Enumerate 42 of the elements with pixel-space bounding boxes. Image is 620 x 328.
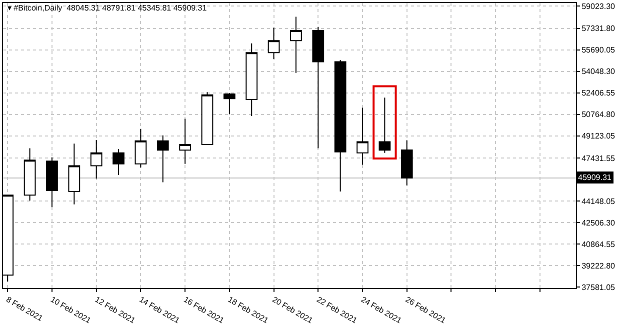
x-tick-label: 8 Feb 2021	[4, 295, 45, 324]
x-tick-label: 24 Feb 2021	[360, 295, 404, 326]
y-tick-label: 49123.05	[582, 132, 616, 141]
candlestick	[378, 97, 391, 154]
y-tick-label: 47431.55	[582, 154, 616, 163]
y-tick-label: 40864.55	[582, 240, 616, 249]
x-tick-label: 14 Feb 2021	[138, 295, 182, 326]
candlestick	[268, 27, 280, 60]
y-tick-label: 52406.55	[582, 88, 616, 98]
chart-title: ▾ #Bitcoin,Daily 48045.31 48791.81 45345.81 45909.31	[7, 4, 208, 13]
candlestick	[356, 107, 368, 166]
x-tick-label: 16 Feb 2021	[182, 295, 226, 326]
x-tick-label: 18 Feb 2021	[226, 295, 270, 326]
x-tick-label: 26 Feb 2021	[404, 295, 448, 326]
candlestick	[112, 148, 124, 176]
candlestick	[400, 140, 413, 186]
y-tick-label: 42506.30	[582, 218, 616, 228]
y-tick-label: 57331.80	[582, 24, 616, 34]
y-tick-label: 39222.80	[582, 261, 616, 270]
candlestick	[46, 156, 58, 208]
candlestick	[201, 92, 214, 146]
candlestick	[246, 42, 258, 117]
x-tick-label: 12 Feb 2021	[93, 295, 138, 326]
candlestick	[134, 128, 147, 168]
y-tick-label: 50764.80	[582, 110, 616, 120]
candlestick	[223, 92, 236, 115]
x-tick-label: 22 Feb 2021	[315, 295, 360, 326]
y-tick-label: 59023.30	[582, 2, 616, 12]
ref-line-label: 45909.31	[578, 173, 612, 182]
candlestick	[290, 16, 302, 74]
candlestick	[179, 118, 191, 164]
candlestick	[90, 139, 102, 180]
y-tick-label: 37581.05	[582, 282, 616, 292]
candlestick	[68, 143, 80, 205]
x-tick-label: 20 Feb 2021	[270, 295, 315, 326]
y-tick-label: 55690.05	[582, 46, 616, 55]
x-tick-label: 10 Feb 2021	[48, 295, 93, 326]
candlestick	[156, 134, 169, 183]
y-tick-label: 54048.30	[582, 67, 616, 76]
y-tick-label: 44148.05	[582, 196, 616, 206]
candlestick	[334, 59, 346, 192]
candlestick	[24, 148, 36, 202]
